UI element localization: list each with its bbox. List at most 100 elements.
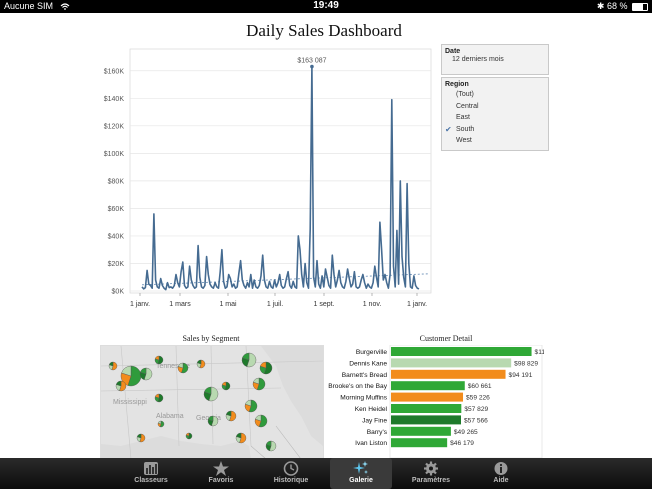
region-option[interactable]: East	[442, 112, 548, 124]
map-pie-slice[interactable]	[235, 432, 242, 439]
region-option[interactable]: West	[442, 135, 548, 147]
customer-bar[interactable]	[391, 381, 465, 391]
customer-value-label: $49 265	[454, 429, 478, 436]
map-label-mississippi: Mississippi	[113, 399, 147, 406]
y-tick-label: $0K	[112, 289, 125, 296]
region-filter-header: Region	[445, 81, 469, 88]
map-pie-slice[interactable]	[207, 415, 214, 422]
customer-value-label: $115 587	[535, 349, 544, 356]
date-filter-header: Date	[445, 48, 461, 55]
map-pie-slice[interactable]	[154, 355, 160, 361]
daily-sales-line-chart[interactable]: $0K $20K $40K $60K $80K $100K $120K $140K $160K 1…	[90, 45, 440, 320]
customer-name-label: Barry's	[367, 429, 388, 436]
customer-bar[interactable]	[391, 358, 512, 368]
customer-bar[interactable]	[391, 415, 462, 425]
map-label-alabama: Alabama	[156, 413, 184, 420]
customer-bar[interactable]	[391, 347, 532, 356]
customer-value-label: $59 226	[466, 395, 490, 402]
map-pie-slice[interactable]	[196, 359, 202, 365]
customer-value-label: $46 179	[450, 440, 474, 447]
carrier-label: Aucune SIM	[4, 1, 54, 11]
y-tick-label: $160K	[104, 68, 125, 75]
tab-label-galerie: Galerie	[349, 477, 373, 484]
map-label-tennessee: Tennessee	[156, 363, 190, 370]
region-option-label: West	[456, 137, 472, 144]
sparkle-icon	[353, 461, 368, 474]
customer-name-label: Jay Fine	[362, 417, 387, 424]
map-pie-slice[interactable]	[253, 377, 260, 385]
y-tick-label: $80K	[108, 178, 125, 185]
map-pie-slice[interactable]	[265, 440, 272, 447]
map-pie-slice[interactable]	[136, 433, 142, 439]
x-tick-label: 1 janv.	[407, 301, 427, 308]
map-pie-slice[interactable]	[225, 410, 232, 417]
map-pie-slice[interactable]	[157, 420, 162, 425]
customer-name-label: Burgerville	[356, 349, 387, 356]
map-pie-slice[interactable]	[204, 386, 212, 395]
peak-label: $163 087	[297, 58, 326, 65]
checkmark-icon: ✔	[445, 124, 452, 134]
tab-label-classeurs: Classeurs	[134, 477, 168, 484]
map-pie-slice[interactable]	[115, 380, 122, 387]
region-options: (Tout) Central East ✔ South West	[442, 89, 548, 147]
customer-value-label: $98 829	[514, 360, 538, 367]
map-canvas: Tennessee Mississippi Alabama Georgia	[101, 346, 323, 459]
customer-bar[interactable]	[391, 426, 451, 436]
customer-name-label: Brooke's on the Bay	[328, 383, 388, 390]
map-pie-slice[interactable]	[140, 367, 147, 375]
clock-icon	[283, 461, 299, 476]
tab-label-aide: Aide	[493, 477, 509, 484]
tab-favoris[interactable]: Favoris	[190, 458, 252, 489]
star-icon	[213, 461, 229, 476]
customer-name-label: Dennis Kane	[349, 360, 387, 367]
map-pie-slice[interactable]	[245, 399, 252, 407]
map-pie-slice[interactable]	[185, 432, 190, 437]
tab-parametres[interactable]: Paramètres	[400, 458, 462, 489]
date-filter-value[interactable]: 12 derniers mois	[452, 56, 504, 63]
x-tick-label: 1 nov.	[363, 301, 382, 308]
x-tick-label: 1 sept.	[313, 301, 334, 308]
map-pie-markers[interactable]	[108, 352, 277, 452]
tab-historique[interactable]: Historique	[260, 458, 322, 489]
region-option-label: Central	[456, 102, 479, 110]
date-filter[interactable]: Date 12 derniers mois	[441, 44, 549, 75]
region-option[interactable]: Central	[442, 101, 548, 113]
map-pie-slice[interactable]	[242, 352, 250, 361]
map-pie-slice[interactable]	[260, 361, 267, 369]
tab-aide[interactable]: Aide	[470, 458, 532, 489]
status-bar: Aucune SIM 19:49 ✱ 68 %	[0, 0, 652, 13]
region-option[interactable]: ✔ South	[442, 124, 548, 136]
customer-bar[interactable]	[391, 369, 506, 379]
map-pie-slice[interactable]	[121, 365, 132, 377]
map-pie-slice[interactable]	[255, 414, 262, 422]
sales-map[interactable]: Tennessee Mississippi Alabama Georgia	[100, 345, 324, 460]
customer-bar[interactable]	[391, 404, 462, 413]
y-tick-label: $60K	[108, 206, 125, 213]
map-pie-slice[interactable]	[108, 361, 114, 367]
customer-bar[interactable]	[391, 438, 448, 448]
dashboard-title: Daily Sales Dashboard	[246, 21, 402, 40]
customer-bar[interactable]	[391, 392, 464, 402]
y-tick-label: $100K	[104, 151, 125, 158]
y-tick-label: $140K	[104, 96, 125, 103]
sales-series-line[interactable]	[141, 65, 420, 291]
map-pie-slice[interactable]	[221, 381, 227, 387]
region-filter[interactable]: Region (Tout) Central East ✔ South West	[441, 77, 549, 151]
tab-classeurs[interactable]: Classeurs	[120, 458, 182, 489]
info-icon	[494, 462, 508, 475]
battery-area: ✱ 68 %	[597, 1, 648, 12]
region-option[interactable]: (Tout)	[442, 89, 548, 101]
map-pie-slice[interactable]	[154, 393, 160, 399]
gear-icon	[424, 461, 438, 476]
customer-detail-title: Customer Detail	[419, 334, 473, 343]
peak-point[interactable]	[310, 64, 314, 69]
customer-value-label: $60 661	[468, 383, 492, 390]
customer-detail-bar-chart[interactable]: Burgerville $115 587 Dennis Kane $98 829 Bar…	[322, 345, 544, 458]
bottom-tab-bar: Classeurs Favoris Historique Galerie	[0, 458, 652, 489]
region-option-label: (Tout)	[456, 91, 474, 98]
x-tick-label: 1 mai	[219, 301, 237, 308]
bar-plot-frame	[389, 345, 543, 458]
tab-galerie[interactable]: Galerie	[330, 458, 392, 489]
map-pie-slice[interactable]	[177, 362, 184, 369]
customer-value-label: $57 829	[464, 406, 488, 413]
